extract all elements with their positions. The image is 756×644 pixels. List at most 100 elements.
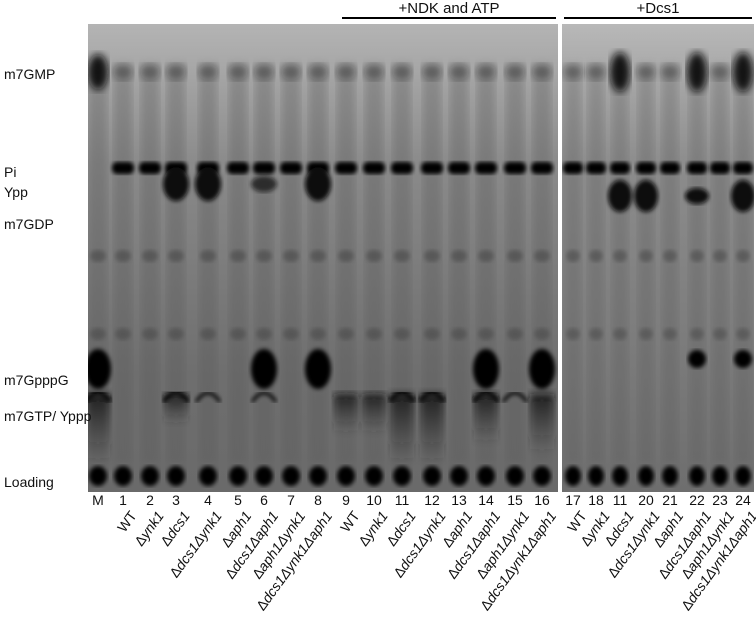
pi-band	[227, 162, 249, 174]
pi-band	[112, 162, 134, 174]
lane-streak	[199, 64, 217, 464]
faint-band	[478, 250, 494, 262]
faint-band	[394, 250, 410, 262]
ypp-band	[685, 188, 709, 204]
pi-band	[636, 162, 656, 174]
lane-number: 22	[689, 492, 705, 508]
faint-band	[566, 250, 580, 262]
pi-band	[139, 162, 161, 174]
pi-band	[531, 162, 553, 174]
smear	[530, 394, 554, 454]
gel-image-right-panel	[562, 24, 754, 492]
loading-band	[533, 466, 551, 486]
pi-band	[391, 162, 413, 174]
lane-number: 1	[119, 492, 127, 508]
lane-number: 4	[204, 492, 212, 508]
m7gmp-band	[364, 64, 384, 80]
lane-number: M	[92, 492, 104, 508]
faint-band	[168, 328, 184, 340]
pi-band	[363, 162, 385, 174]
lane-streak	[612, 64, 628, 464]
m7gpppg-band	[473, 349, 499, 389]
faint-band	[507, 250, 523, 262]
pi-band	[504, 162, 526, 174]
m7gmp-band	[336, 64, 356, 80]
loading-band	[199, 466, 217, 486]
marker-m7gdp: m7GDP	[4, 216, 54, 232]
ypp-band	[305, 167, 331, 201]
lane-genotype-label: WT	[337, 508, 363, 535]
pi-band	[563, 162, 583, 174]
loading-band	[393, 466, 411, 486]
faint-band	[142, 250, 158, 262]
lane-number: 9	[342, 492, 350, 508]
faint-band	[589, 328, 603, 340]
lane-streak	[506, 64, 524, 464]
m7gpppg-band	[305, 349, 331, 389]
m7gmp-band	[687, 52, 707, 92]
pi-band	[687, 162, 707, 174]
ypp-band	[731, 180, 754, 212]
loading-band	[309, 466, 327, 486]
loading-band	[712, 466, 728, 486]
panel-separator	[558, 18, 562, 496]
loading-band	[141, 466, 159, 486]
m7gmp-band	[281, 64, 301, 80]
ypp-band	[608, 180, 632, 212]
lane-streak	[588, 64, 604, 464]
faint-band	[736, 250, 750, 262]
lane-number: 8	[314, 492, 322, 508]
faint-band	[338, 250, 354, 262]
loading-band	[638, 466, 654, 486]
faint-band	[283, 250, 299, 262]
lane-number: 6	[260, 492, 268, 508]
faint-band	[424, 250, 440, 262]
pi-band	[448, 162, 470, 174]
pi-band	[660, 162, 680, 174]
lane-number: 10	[366, 492, 382, 508]
faint-band	[283, 328, 299, 340]
faint-band	[366, 250, 382, 262]
lane-streak	[114, 64, 132, 464]
loading-band	[565, 466, 581, 486]
m7gmp-band	[610, 52, 630, 92]
lane-streak	[282, 64, 300, 464]
faint-band	[639, 250, 653, 262]
m7gmp-band	[449, 64, 469, 80]
loading-band	[423, 466, 441, 486]
faint-band	[663, 250, 677, 262]
m7gmp-band	[636, 64, 656, 80]
faint-band	[736, 328, 750, 340]
faint-band	[310, 250, 326, 262]
m7gpppg-band	[734, 350, 752, 368]
loading-band	[365, 466, 383, 486]
faint-band	[256, 250, 272, 262]
lane-number: 18	[588, 492, 604, 508]
faint-band	[338, 328, 354, 340]
faint-band	[639, 328, 653, 340]
lane-streak	[309, 64, 327, 464]
pi-band	[253, 162, 275, 174]
marker-ypp: Ypp	[4, 184, 28, 200]
faint-band	[310, 328, 326, 340]
lane-genotype-label: Δynk1	[355, 508, 391, 549]
lane-number: 11	[394, 492, 410, 508]
faint-band	[200, 250, 216, 262]
pi-band	[586, 162, 606, 174]
pi-band	[610, 162, 630, 174]
lane-streak	[735, 64, 751, 464]
loading-band	[89, 466, 107, 486]
m7gmp-band	[198, 64, 218, 80]
lane-streak	[712, 64, 728, 464]
faint-band	[394, 328, 410, 340]
m7gmp-band	[710, 64, 730, 80]
m7gpppg-band	[88, 349, 111, 389]
lane-number: 14	[478, 492, 494, 508]
lane-number: 2	[146, 492, 154, 508]
faint-band	[663, 328, 677, 340]
faint-band	[424, 328, 440, 340]
loading-band	[662, 466, 678, 486]
loading-band	[588, 466, 604, 486]
ypp-band	[195, 167, 221, 201]
loading-band	[114, 466, 132, 486]
